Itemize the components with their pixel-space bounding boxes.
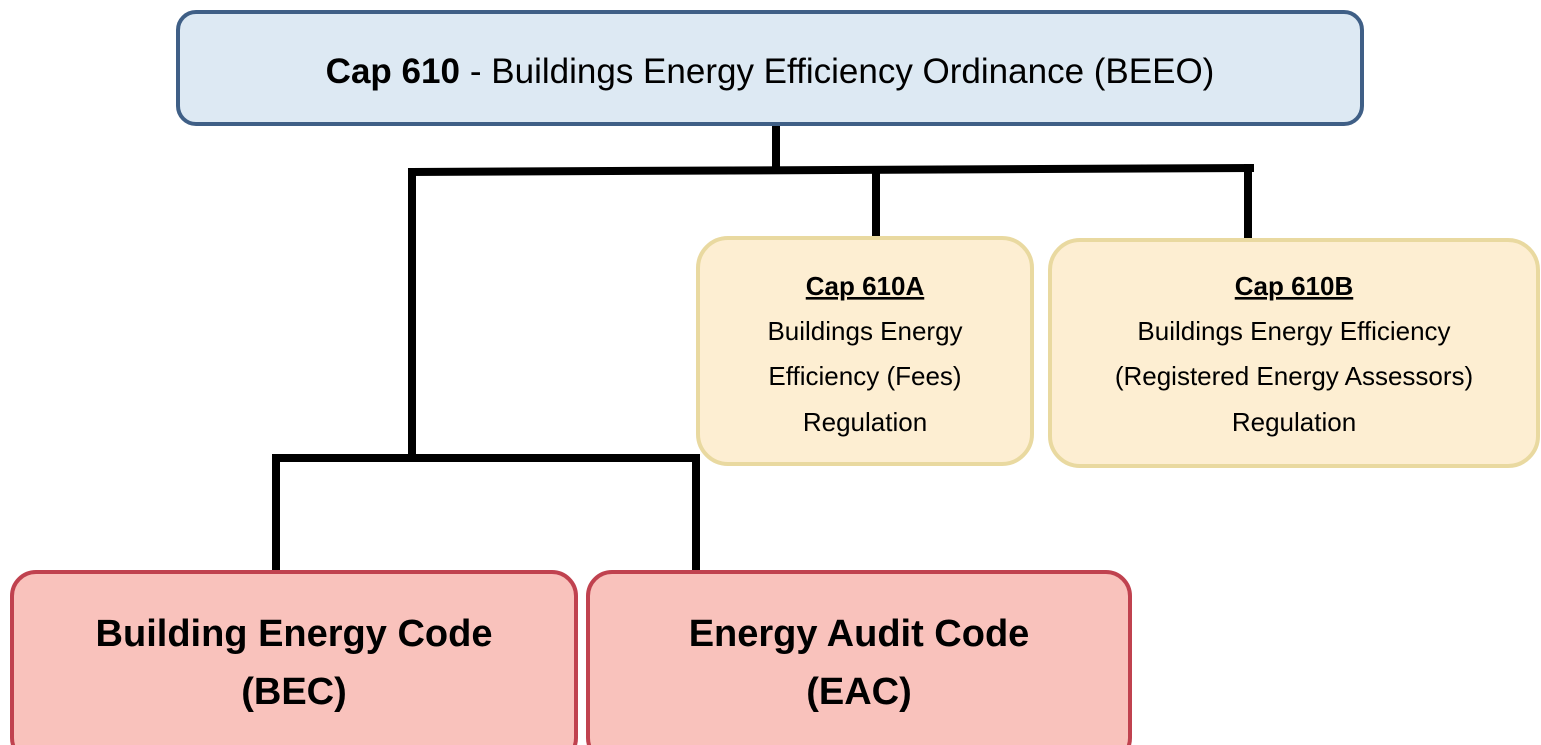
node-line: Building Energy Code <box>96 613 493 655</box>
node-line: (Registered Energy Assessors) <box>1115 361 1473 391</box>
connectors <box>272 120 1255 576</box>
root-bold: Cap 610 <box>326 52 460 91</box>
node-line: Efficiency (Fees) <box>768 361 961 391</box>
connector <box>407 163 1255 177</box>
root-label: Cap 610 - Buildings Energy Efficiency Ord… <box>326 52 1215 91</box>
root-text: - Buildings Energy Efficiency Ordinance … <box>470 52 1214 91</box>
regulation-box <box>696 236 1034 466</box>
node-line: Energy Audit Code <box>689 613 1030 655</box>
node-line: Regulation <box>1232 407 1356 437</box>
regulation-box <box>1048 238 1540 468</box>
code-box <box>586 570 1132 745</box>
node-line: Regulation <box>803 407 927 437</box>
node-line: Buildings Energy <box>767 316 962 346</box>
node-title: Cap 610B <box>1235 271 1354 301</box>
node-title: Cap 610A <box>806 271 925 301</box>
node-line: Buildings Energy Efficiency <box>1137 316 1450 346</box>
node-line: (EAC) <box>806 671 912 713</box>
code-box <box>10 570 578 745</box>
node-line: (BEC) <box>241 671 347 713</box>
root-box <box>176 10 1364 126</box>
